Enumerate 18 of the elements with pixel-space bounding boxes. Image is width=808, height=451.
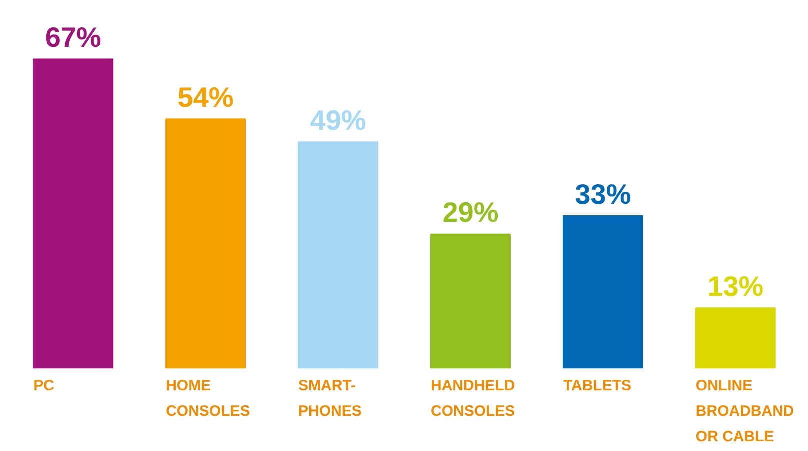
data-label: 13% bbox=[708, 270, 764, 302]
bar bbox=[430, 234, 511, 369]
x-tick-label: SMART- PHONES bbox=[298, 377, 362, 420]
x-tick-label: TABLETS bbox=[563, 377, 632, 394]
bar bbox=[298, 142, 379, 369]
x-tick-label: HANDHELD CONSOLES bbox=[430, 377, 516, 420]
data-label: 54% bbox=[178, 82, 234, 113]
data-label: 67% bbox=[45, 22, 102, 54]
bar bbox=[33, 58, 114, 369]
x-tick-label: PC bbox=[34, 377, 55, 394]
x-tick-label: ONLINE BROADBAND OR CABLE bbox=[696, 377, 794, 446]
x-tick-label: HOME CONSOLES bbox=[166, 377, 250, 420]
data-label: 29% bbox=[442, 197, 499, 228]
data-label: 49% bbox=[310, 105, 366, 136]
bar bbox=[166, 118, 246, 369]
data-label: 33% bbox=[575, 178, 632, 210]
bar bbox=[562, 215, 644, 369]
bar bbox=[695, 308, 776, 369]
